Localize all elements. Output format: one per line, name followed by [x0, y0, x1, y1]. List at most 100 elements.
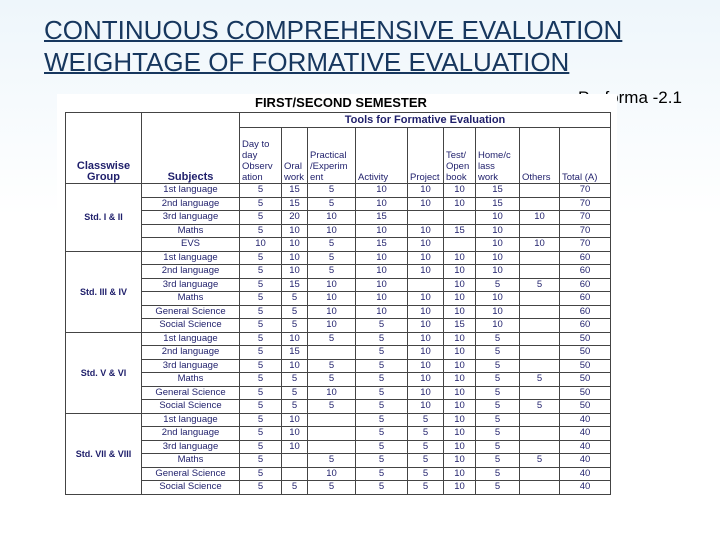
home-cell: 10 — [475, 264, 520, 279]
total-cell: 40 — [558, 480, 612, 495]
day-cell: 5 — [239, 372, 282, 387]
home-cell: 10 — [475, 291, 520, 306]
practical-cell — [307, 439, 356, 454]
others-cell: 5 — [519, 399, 560, 414]
project-cell: 5 — [407, 426, 444, 441]
header-practical-line1: Practical — [310, 150, 347, 161]
others-cell — [519, 385, 560, 400]
test-cell: 10 — [443, 372, 476, 387]
project-cell: 10 — [407, 399, 444, 414]
others-cell — [519, 291, 560, 306]
total-cell: 40 — [558, 453, 612, 468]
day-cell: 5 — [239, 480, 282, 495]
activity-cell: 5 — [355, 345, 408, 360]
test-cell — [443, 237, 476, 252]
header-subjects: Subjects — [141, 112, 240, 184]
day-cell: 5 — [239, 331, 282, 346]
activity-cell: 10 — [355, 196, 408, 211]
activity-cell: 5 — [355, 426, 408, 441]
total-cell: 60 — [558, 250, 612, 265]
day-cell: 5 — [239, 439, 282, 454]
day-cell: 5 — [239, 304, 282, 319]
header-test-line3: book — [446, 172, 467, 183]
home-cell: 10 — [475, 237, 520, 252]
subject-cell: 3rd language — [141, 439, 240, 454]
test-cell: 10 — [443, 183, 476, 198]
header-tools: Tools for Formative Evaluation — [238, 112, 612, 128]
table-row: Social Science 5 5 10 5 10 15 10 60 — [66, 318, 612, 333]
practical-cell: 5 — [307, 250, 356, 265]
total-cell: 50 — [558, 399, 612, 414]
table-row: Std. VII & VIII 1st language 5 10 5 5 10 5 40 — [65, 412, 612, 495]
total-cell: 70 — [558, 237, 612, 252]
test-cell: 10 — [443, 345, 476, 360]
activity-cell: 10 — [355, 264, 408, 279]
class-group-cell: Std. I & II — [65, 183, 142, 252]
others-cell — [519, 345, 560, 360]
subject-cell: 2nd language — [141, 196, 240, 211]
project-cell: 10 — [407, 331, 444, 346]
practical-cell: 10 — [307, 277, 356, 292]
table-row: 2nd language 5 15 5 10 10 10 15 70 — [66, 196, 612, 211]
oral-cell: 10 — [281, 358, 308, 373]
project-cell: 10 — [407, 237, 444, 252]
total-cell: 50 — [558, 372, 612, 387]
activity-cell: 5 — [355, 318, 408, 333]
activity-cell: 10 — [355, 304, 408, 319]
others-cell — [519, 358, 560, 373]
subject-cell: Social Science — [141, 480, 240, 495]
others-cell — [519, 304, 560, 319]
test-cell: 10 — [443, 304, 476, 319]
home-cell: 10 — [475, 304, 520, 319]
subject-cell: 1st language — [141, 250, 240, 265]
header-day-line1: Day to — [242, 139, 270, 150]
test-cell: 10 — [443, 439, 476, 454]
weightage-table: Classwise Group Subjects Tools for Forma… — [65, 112, 612, 495]
test-cell: 10 — [443, 466, 476, 481]
project-cell: 10 — [407, 291, 444, 306]
oral-cell: 10 — [281, 439, 308, 454]
activity-cell: 5 — [355, 358, 408, 373]
day-cell: 5 — [239, 183, 282, 198]
home-cell: 5 — [475, 372, 520, 387]
table-row: 2nd language 5 15 5 10 10 5 50 — [66, 345, 612, 360]
table-row: 3rd language 5 20 10 15 10 10 70 — [66, 210, 612, 225]
practical-cell: 10 — [307, 304, 356, 319]
project-cell: 10 — [407, 385, 444, 400]
others-cell — [519, 318, 560, 333]
activity-cell: 15 — [355, 210, 408, 225]
test-cell: 15 — [443, 318, 476, 333]
day-cell: 5 — [239, 250, 282, 265]
page-title: CONTINUOUS COMPREHENSIVE EVALUATION WEIG… — [44, 14, 622, 78]
practical-cell: 5 — [307, 237, 356, 252]
header-practical: Practical /Experim ent — [307, 127, 356, 184]
class-group-cell: Std. III & IV — [65, 250, 142, 333]
test-cell: 10 — [443, 196, 476, 211]
others-cell — [519, 223, 560, 238]
activity-cell: 5 — [355, 412, 408, 427]
test-cell: 10 — [443, 277, 476, 292]
header-oral-work: Oral work — [281, 127, 308, 184]
table-row: General Science 5 5 10 5 10 10 5 50 — [66, 385, 612, 400]
header-practical-line2: /Experim — [310, 161, 348, 172]
test-cell: 10 — [443, 291, 476, 306]
practical-cell: 10 — [307, 466, 356, 481]
practical-cell — [307, 426, 356, 441]
practical-cell: 5 — [307, 480, 356, 495]
header-home-line2: lass — [478, 161, 495, 172]
oral-cell: 5 — [281, 399, 308, 414]
activity-cell: 10 — [355, 183, 408, 198]
others-cell — [519, 466, 560, 481]
total-cell: 60 — [558, 318, 612, 333]
activity-cell: 5 — [355, 466, 408, 481]
project-cell: 10 — [407, 318, 444, 333]
table-body: Std. I & II 1st language 5 15 5 10 10 10 15 70 2nd… — [65, 183, 612, 495]
test-cell: 10 — [443, 426, 476, 441]
total-cell: 70 — [558, 183, 612, 198]
project-cell: 10 — [407, 345, 444, 360]
project-cell: 10 — [407, 304, 444, 319]
title-line-1: CONTINUOUS COMPREHENSIVE EVALUATION — [44, 15, 623, 45]
home-cell: 5 — [475, 466, 520, 481]
day-cell: 5 — [239, 223, 282, 238]
header-home-line1: Home/c — [478, 150, 511, 161]
